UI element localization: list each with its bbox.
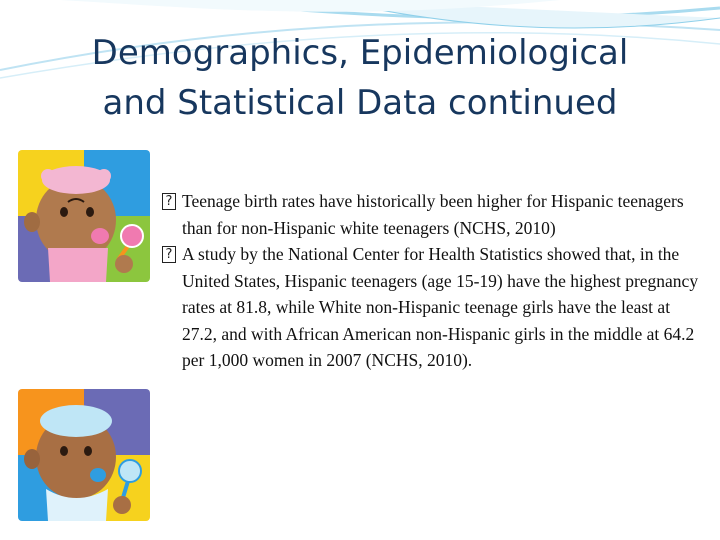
slide-title: Demographics, Epidemiological and Statis…	[40, 28, 680, 128]
decorative-swoosh	[0, 0, 720, 79]
baby-girl-with-rattle-icon	[18, 150, 150, 282]
missing-glyph-bullet-icon: ?	[162, 193, 176, 210]
bullet-text: A study by the National Center for Healt…	[182, 244, 699, 370]
slide-title-line-1: Demographics, Epidemiological	[91, 33, 629, 73]
bullet-item-teen-birth-rates: ? Teenage birth rates have historically …	[162, 188, 702, 241]
slide-title-line-2: and Statistical Data continued	[102, 83, 618, 123]
bullet-list: ? Teenage birth rates have historically …	[162, 188, 702, 374]
baby-boy-with-rattle-icon	[18, 389, 150, 521]
missing-glyph-bullet-icon: ?	[162, 246, 176, 263]
bullet-item-nchs-study: ? A study by the National Center for Hea…	[162, 241, 702, 374]
bullet-text: Teenage birth rates have historically be…	[182, 191, 684, 238]
